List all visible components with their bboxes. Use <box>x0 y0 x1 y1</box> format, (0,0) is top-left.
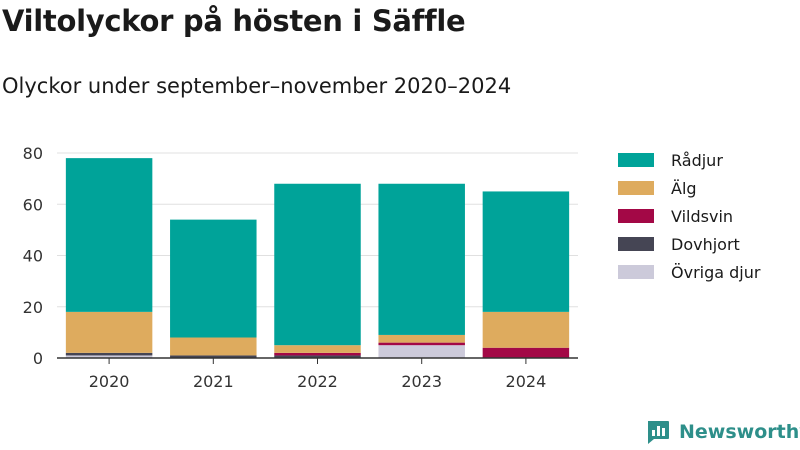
x-tick-label: 2021 <box>193 372 234 391</box>
bar-dovhjort-2022 <box>274 355 361 358</box>
legend-item-alg: Älg <box>618 174 760 202</box>
legend-swatch <box>618 265 654 279</box>
chart-legend: Rådjur Älg Vildsvin Dovhjort Övriga djur <box>618 146 760 286</box>
y-tick-label: 60 <box>23 195 43 214</box>
x-tick-label: 2020 <box>89 372 130 391</box>
legend-label: Älg <box>671 178 697 198</box>
bar-vildsvin-2024 <box>482 347 570 358</box>
legend-item-vildsvin: Vildsvin <box>618 202 760 230</box>
x-tick-label: 2022 <box>297 372 338 391</box>
legend-item-radjur: Rådjur <box>618 146 760 174</box>
y-tick-label: 20 <box>23 298 43 317</box>
bar-ovriga-djur-2023 <box>378 345 465 358</box>
y-tick-label: 0 <box>33 349 43 368</box>
chart-subtitle: Olyckor under september–november 2020–20… <box>2 74 512 98</box>
legend-label: Övriga djur <box>671 262 761 282</box>
bar-radjur-2020 <box>65 158 153 312</box>
brand-name: Newsworthy <box>679 421 800 443</box>
legend-swatch <box>618 181 654 195</box>
y-tick-label: 80 <box>23 144 43 163</box>
legend-swatch <box>618 209 654 223</box>
bar-alg-2020 <box>65 311 153 353</box>
bar-alg-2023 <box>378 334 465 343</box>
brand-logo: Newsworthy <box>645 419 800 445</box>
x-tick-label: 2024 <box>506 372 547 391</box>
chart-title: Viltolyckor på hösten i Säffle <box>2 4 466 38</box>
legend-label: Rådjur <box>671 150 723 170</box>
legend-swatch <box>618 153 654 167</box>
bar-alg-2021 <box>170 337 257 356</box>
legend-label: Vildsvin <box>671 206 734 226</box>
bar-dovhjort-2020 <box>65 352 153 356</box>
bar-vildsvin-2023 <box>378 342 465 346</box>
x-tick-label: 2023 <box>401 372 442 391</box>
bar-radjur-2021 <box>170 219 257 338</box>
bar-alg-2022 <box>274 345 361 353</box>
bar-radjur-2023 <box>378 183 465 335</box>
newsworthy-logo-icon <box>648 421 669 444</box>
legend-item-ovriga-djur: Övriga djur <box>618 258 760 286</box>
bar-alg-2024 <box>482 311 570 348</box>
legend-label: Dovhjort <box>671 234 740 254</box>
bar-radjur-2024 <box>482 191 570 312</box>
legend-item-dovhjort: Dovhjort <box>618 230 760 258</box>
y-tick-label: 40 <box>23 247 43 266</box>
bar-ovriga-djur-2020 <box>65 355 153 358</box>
legend-swatch <box>618 237 654 251</box>
bar-dovhjort-2021 <box>170 355 257 358</box>
bar-vildsvin-2022 <box>274 352 361 356</box>
bar-radjur-2022 <box>274 183 361 346</box>
